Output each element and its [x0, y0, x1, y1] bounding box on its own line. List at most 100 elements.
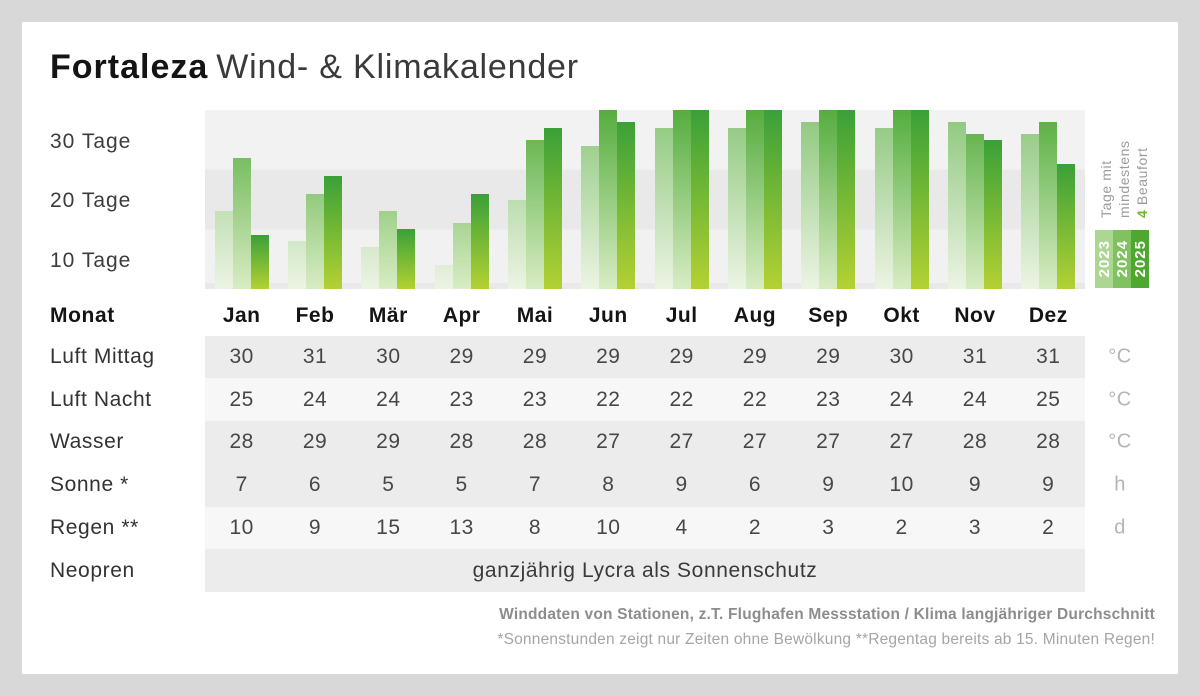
chart-bar-2024: [232, 157, 251, 289]
legend-beaufort-rest: Beaufort: [1134, 147, 1150, 210]
value-cell: 27: [742, 430, 768, 454]
month-cell: Dez: [1028, 304, 1068, 327]
month-cell: Aug: [733, 304, 777, 327]
table-row-luft-nacht: Luft Nacht 25 24 24 23 23 22 22 22 23 24 24 25 °C: [22, 378, 1178, 421]
value-cell: 8: [602, 473, 615, 497]
value-cell: 22: [742, 387, 768, 411]
chart-bar-2024: [525, 139, 544, 289]
value-cell: 24: [376, 387, 401, 411]
chart-bar-2024: [1039, 121, 1058, 289]
value-cell: 5: [455, 473, 468, 497]
value-cell: 23: [522, 387, 548, 411]
month-cell: Mär: [368, 304, 408, 327]
unit-label: °C: [1108, 345, 1132, 368]
value-cell: 29: [449, 344, 474, 368]
chart-bar-2025: [543, 127, 562, 289]
table-row-regen---: Regen ** 10 9 15 13 8 10 4 2 3 2 3 2 d: [22, 506, 1178, 550]
value-cell: 10: [889, 473, 914, 497]
chart-bar-2024: [305, 193, 324, 289]
row-label: Neopren: [50, 558, 135, 582]
row-band: 25 24 24 23 23 22 22 22 23 24 24 25: [205, 378, 1085, 421]
unit-label: d: [1114, 516, 1126, 539]
row-band: ganzjährig Lycra als Sonnenschutz: [205, 549, 1085, 592]
chart-plot: [205, 110, 1085, 289]
chart-bar-2023: [1021, 133, 1040, 289]
page-title: Fortaleza Wind- & Klimakalender: [50, 48, 579, 87]
value-cell: 29: [742, 344, 768, 368]
value-cell: 23: [816, 387, 841, 411]
value-cell: 28: [449, 430, 474, 454]
chart-bar-2024: [599, 110, 618, 289]
footer-note-line: *Sonnenstunden zeigt nur Zeiten ohne Bew…: [497, 631, 1155, 648]
chart-bar-2024: [745, 110, 764, 289]
chart-month-slot-feb: [278, 110, 351, 289]
value-cell: 2: [895, 515, 908, 539]
chart-bar-2025: [983, 139, 1002, 289]
value-cell: 29: [302, 430, 328, 454]
title-rest: Wind- & Klimakalender: [216, 48, 579, 86]
value-cell: 25: [1036, 387, 1061, 411]
chart-month-slot-sep: [792, 110, 865, 289]
value-cell: 27: [816, 430, 841, 454]
y-axis-label: 30 Tage: [50, 129, 132, 153]
chart-bar-2023: [214, 211, 233, 289]
month-header-band: Jan Feb Mär Apr Mai Jun Jul Aug Sep Okt Nov Dez: [205, 298, 1085, 334]
value-cell: 22: [596, 387, 621, 411]
value-cell: 9: [675, 473, 688, 497]
value-cell: 27: [596, 430, 621, 454]
chart-bar-2023: [507, 199, 526, 289]
legend-beaufort-accent: 4: [1134, 209, 1150, 218]
value-cell: 9: [968, 473, 982, 497]
legend-line-2: mindestens: [1116, 140, 1132, 218]
month-cell: Jan: [222, 304, 261, 327]
chart-bar-2025: [1057, 163, 1076, 289]
value-cell: 3: [822, 515, 835, 539]
value-cell: 31: [1036, 344, 1061, 368]
chart-legend-label: Tage mit mindestens 4 Beaufort: [1097, 103, 1151, 218]
row-span-text: ganzjährig Lycra als Sonnenschutz: [472, 558, 818, 582]
value-cell: 15: [376, 515, 401, 539]
value-cell: 7: [528, 473, 542, 497]
chart-bar-2023: [654, 127, 673, 289]
legend-line-1: Tage mit: [1098, 160, 1114, 218]
row-band: 28 29 29 28 28 27 27 27 27 27 28 28: [205, 421, 1085, 464]
value-cell: 29: [522, 344, 548, 368]
value-cell: 28: [229, 430, 254, 454]
chart-month-slot-jul: [645, 110, 718, 289]
table-row-wasser: Wasser 28 29 29 28 28 27 27 27 27 27 28 28 °C: [22, 421, 1178, 464]
value-cell: 4: [675, 515, 688, 539]
row-band: 7 6 5 5 7 8 9 6 9 10 9 9: [205, 463, 1085, 507]
value-cell: 25: [229, 387, 254, 411]
value-cell: 3: [968, 515, 982, 539]
footer: Winddaten von Stationen, z.T. Flughafen …: [497, 606, 1155, 649]
chart-bar-2025: [763, 110, 782, 289]
chart-bar-2024: [672, 110, 691, 289]
chart-bar-2024: [965, 133, 984, 289]
chart-month-slot-nov: [938, 110, 1011, 289]
unit-label: h: [1114, 473, 1126, 496]
value-cell: 27: [669, 430, 694, 454]
value-cell: 23: [449, 387, 474, 411]
value-cell: 24: [302, 387, 328, 411]
row-label: Wasser: [50, 430, 124, 454]
value-cell: 6: [748, 473, 762, 497]
year-tab-2025: 2025: [1131, 230, 1149, 288]
chart-month-slot-apr: [425, 110, 498, 289]
year-tab-2024: 2024: [1113, 230, 1131, 288]
unit-label: °C: [1108, 388, 1132, 411]
value-cell: 9: [1042, 473, 1055, 497]
value-cell: 31: [302, 344, 328, 368]
chart-bar-2023: [727, 127, 746, 289]
value-cell: 22: [669, 387, 694, 411]
value-cell: 29: [816, 344, 841, 368]
chart-bar-2023: [361, 247, 380, 289]
chart-bar-2023: [801, 121, 820, 289]
month-cell: Sep: [808, 304, 849, 327]
chart-month-slot-jun: [572, 110, 645, 289]
row-label: Sonne *: [50, 473, 129, 497]
value-cell: 24: [889, 387, 914, 411]
value-cell: 2: [748, 515, 762, 539]
value-cell: 2: [1042, 515, 1055, 539]
value-cell: 28: [522, 430, 548, 454]
chart-bar-2025: [250, 235, 269, 289]
